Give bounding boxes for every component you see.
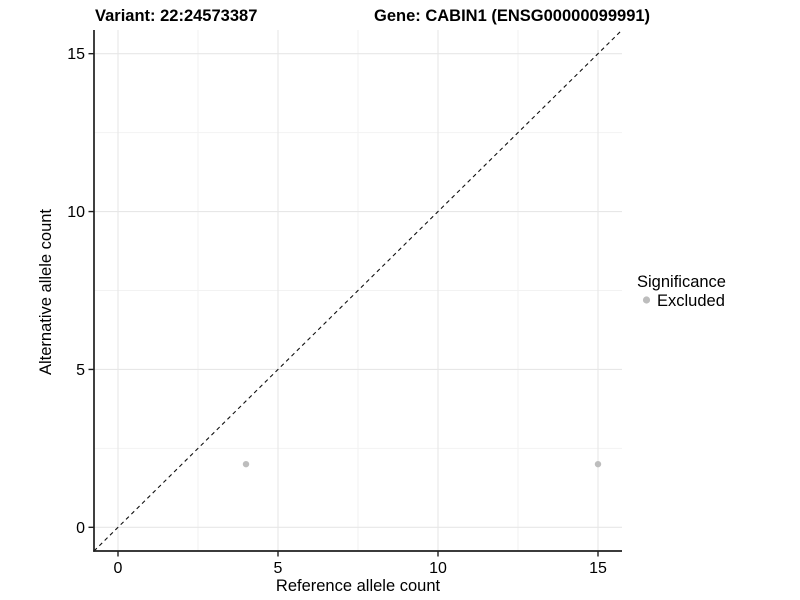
y-axis-title: Alternative allele count bbox=[37, 209, 55, 375]
x-axis-title: Reference allele count bbox=[276, 577, 441, 595]
legend-key-dot-icon bbox=[642, 296, 651, 304]
y-axis-tick-label: 10 bbox=[67, 204, 85, 221]
x-axis-tick-label: 0 bbox=[114, 560, 123, 577]
variant-title: Variant: 22:24573387 bbox=[95, 7, 257, 25]
legend-title: Significance bbox=[637, 273, 726, 291]
data-point bbox=[594, 460, 602, 468]
x-axis-tick-label: 10 bbox=[429, 560, 447, 577]
legend-entry-label: Excluded bbox=[657, 292, 725, 310]
y-axis-tick-label: 5 bbox=[76, 362, 85, 379]
axis-tick-labels-layer: 0 5 10 15 0 5 10 15 bbox=[67, 46, 607, 577]
x-axis-tick-label: 15 bbox=[589, 560, 607, 577]
x-axis-tick-label: 5 bbox=[274, 560, 283, 577]
y-axis-tick-label: 15 bbox=[67, 46, 85, 63]
data-point bbox=[242, 460, 250, 468]
legend: Significance Excluded bbox=[637, 273, 726, 310]
identity-reference-line bbox=[93, 29, 623, 552]
identity-reference-line-layer bbox=[93, 29, 623, 552]
axis-tick-marks-layer bbox=[88, 52, 599, 557]
axis-lines-layer bbox=[93, 30, 622, 552]
y-axis-tick-label: 0 bbox=[76, 520, 85, 537]
gene-title: Gene: CABIN1 (ENSG00000099991) bbox=[374, 7, 650, 25]
data-points-layer bbox=[242, 460, 602, 468]
